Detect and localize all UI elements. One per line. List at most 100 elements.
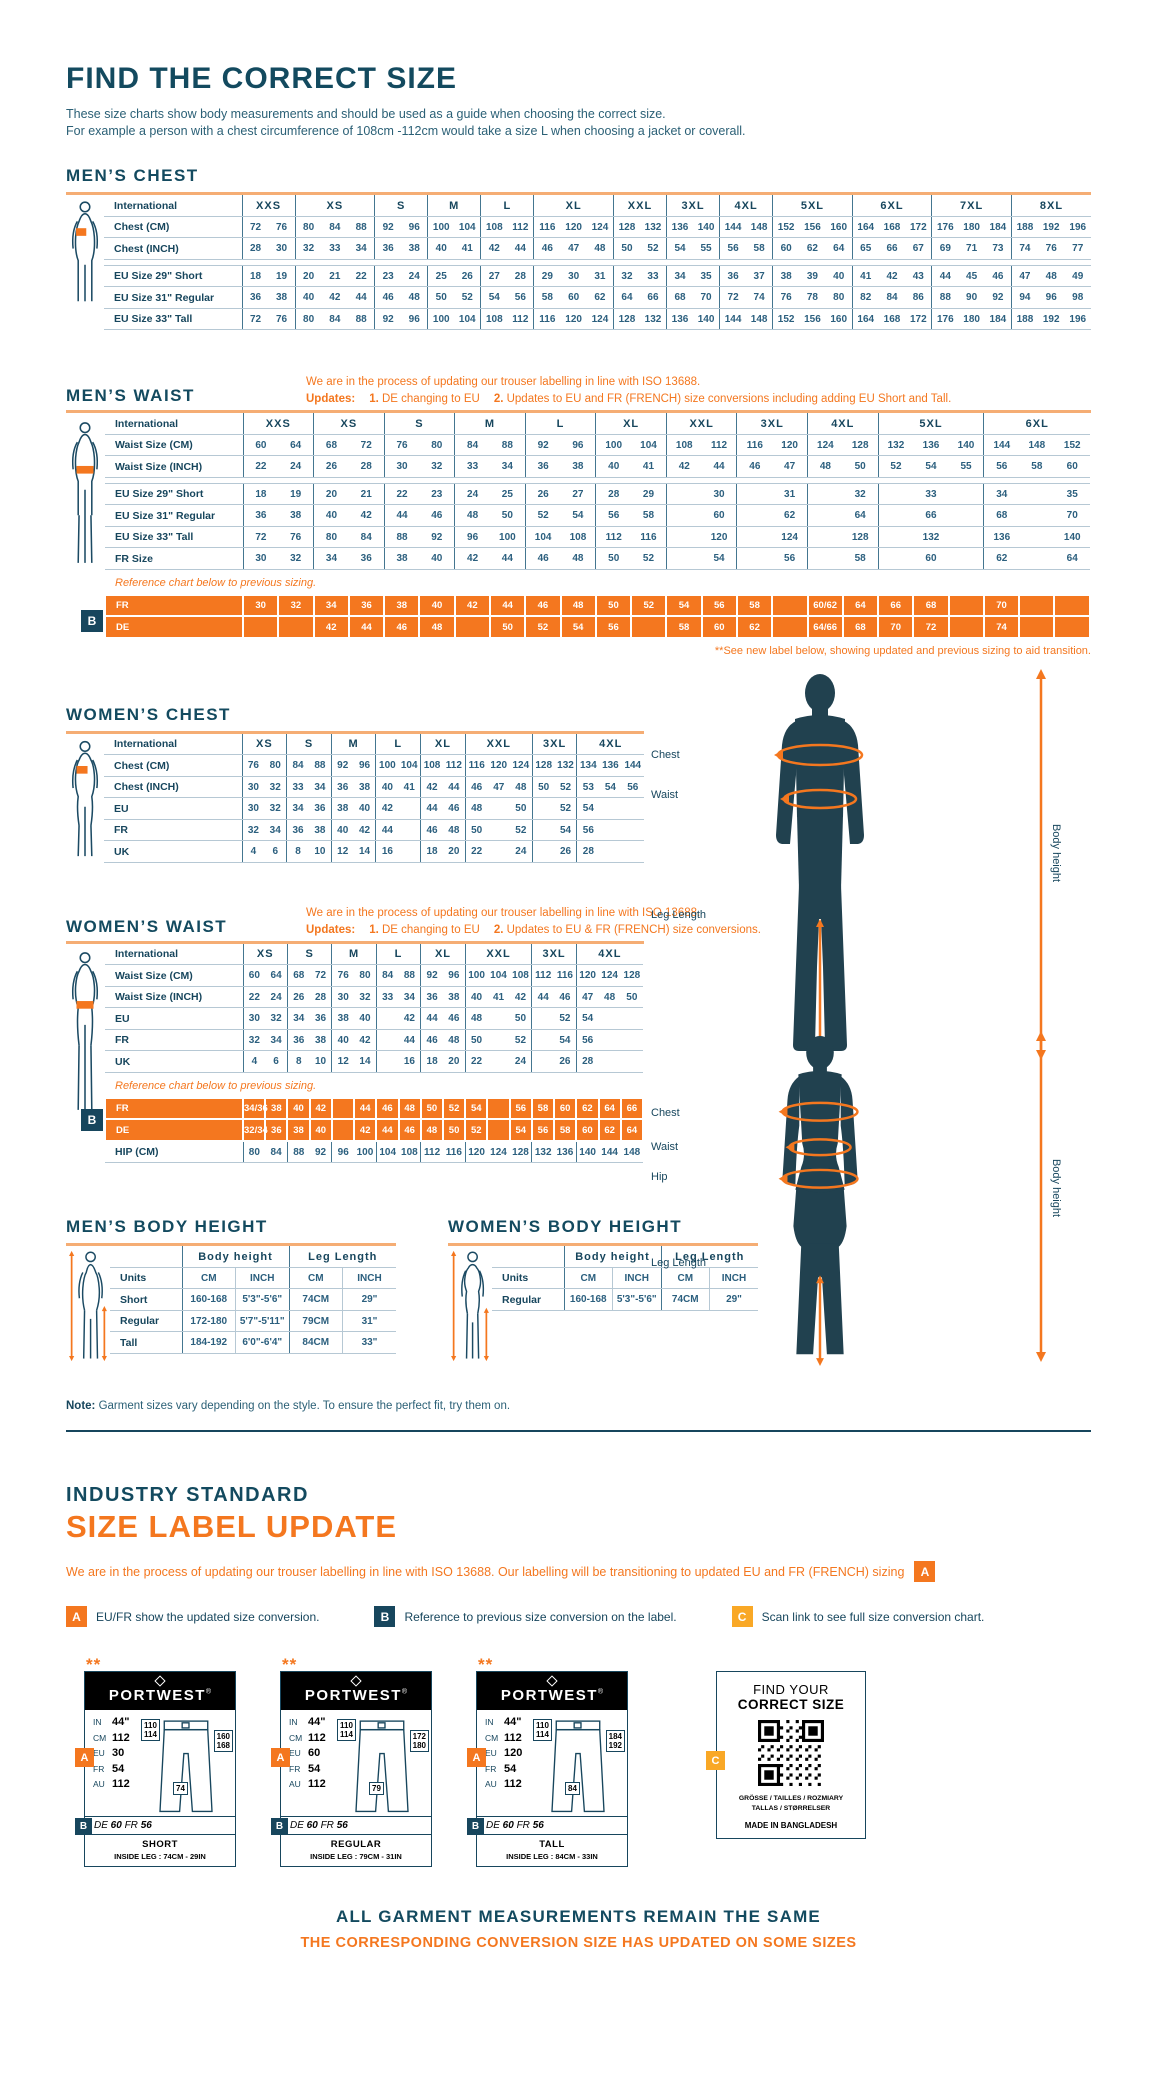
- badge-a: A: [75, 1748, 94, 1767]
- badge-b: B: [75, 1818, 92, 1835]
- chest-label: Chest: [651, 1106, 680, 1119]
- size-label-card: ** PORTWEST® IN 44" CM 112 EU 30 FR 54 AU 112 110 114…: [75, 1655, 236, 1867]
- qr-langs-line2: TALLAS / STØRRELSER: [751, 1805, 831, 1813]
- mens-waist-table: International XXS XS S M L XL XXL 3XL 4XL 5XL 6XL Wa…: [104, 413, 1091, 639]
- table-row: HIP (CM) 80 84 88 92 96 100 104 108 112 116 120 124 1…: [105, 1140, 643, 1163]
- portwest-logo: PORTWEST®: [477, 1672, 627, 1710]
- previous-size-line: DE 60 FR 56: [477, 1816, 627, 1834]
- transition-footnote: **See new label below, showing updated a…: [714, 644, 1091, 657]
- card-caption: REGULAR INSIDE LEG : 79CM - 31IN: [281, 1834, 431, 1866]
- previous-size-line: DE 60 FR 56: [85, 1816, 235, 1834]
- badge-a: A: [914, 1561, 936, 1582]
- garment-note: Note: Garment sizes vary depending on th…: [66, 1400, 511, 1412]
- table-row: International XXS XS S M L XL XXL 3XL 4XL 5XL 6XL 7X…: [104, 195, 1091, 217]
- size-label-update-heading: SIZE LABEL UPDATE: [66, 1509, 398, 1544]
- table-row: Units CM INCH CM INCH: [110, 1267, 396, 1289]
- womens-chest-table: International XS S M L XL XXL 3XL 4XL Chest (CM) 7…: [104, 733, 644, 863]
- womens-waist-section: International XS S M L XL XXL 3XL 4XL Waist Size …: [66, 940, 645, 1163]
- mens-waist-iso-note: We are in the process of updating our tr…: [306, 376, 952, 405]
- body-height-label: Body height: [1049, 824, 1062, 883]
- table-row: EU Size 31" Regular 36 38 40 42 44 46 48 50 52 54 5…: [104, 286, 1091, 309]
- womens-body-height-heading: WOMEN’S BODY HEIGHT: [448, 1217, 683, 1236]
- table-row: Body height Leg Length: [492, 1246, 758, 1268]
- table-row: Reference chart below to previous sizing…: [115, 576, 317, 589]
- table-row: FR 34/36 38 40 42 44 46 48 50 52 54 56 58 60 62 64 66: [104, 1096, 645, 1120]
- figure-panel: Chest Waist Leg Length: [651, 657, 1091, 1413]
- table-row: International XS S M L XL XXL 3XL 4XL: [105, 943, 643, 965]
- size-field: FR 54: [289, 1762, 321, 1775]
- table-row: Waist Size (CM) 60 64 68 72 76 80 84 88 92 96 100 10…: [105, 964, 643, 987]
- table-row: EU Size 33" Tall 72 76 80 84 88 92 96 100 104 108 1…: [105, 526, 1090, 548]
- table-row: DE 32/34 36 38 40 42 44 46 48 50 52 54 56 58 60 62 64: [104, 1118, 645, 1142]
- intro-line-1: These size charts show body measurements…: [66, 107, 666, 121]
- waist-label: Waist: [651, 788, 679, 801]
- section-divider: [66, 1430, 1091, 1432]
- table-row: Chest (INCH) 30 32 33 34 36 38 40 41 42 44 46 47 48 50…: [104, 776, 644, 798]
- table-row: Regular 172-180 5'7"-5'11" 79CM 31": [110, 1310, 396, 1332]
- badge-b: B: [81, 1109, 103, 1131]
- size-fields: IN 44" CM 112 EU 30 FR 54 AU 112: [93, 1716, 145, 1814]
- table-row: EU Size 29" Short 18 19 20 21 22 23 24 25 26 27 28 2…: [105, 483, 1090, 505]
- diamond-icon: [350, 1675, 362, 1687]
- size-label-card: ** PORTWEST® IN 44" CM 112 EU 120 FR 54 AU 112 110 11…: [467, 1655, 628, 1867]
- badge-a: A: [66, 1606, 87, 1627]
- legend-text: EU/FR show the updated size conversion.: [96, 1609, 320, 1624]
- mens-waist-section: International XXS XS S M L XL XXL 3XL 4XL 5XL 6XL Wa…: [66, 410, 1091, 639]
- mens-chest-section: International XXS XS S M L XL XXL 3XL 4XL 5XL 6XL 7X…: [66, 192, 1091, 330]
- leg-measure-box: 79: [369, 1782, 384, 1796]
- mens-body-height-table: Body height Leg Length Units CM INCH CM INCH Sh…: [110, 1246, 396, 1354]
- intro-line-2: For example a person with a chest circum…: [66, 124, 746, 138]
- legend-item: A EU/FR show the updated size conversion.: [66, 1606, 319, 1627]
- table-row: UK 4 6 8 10 12 14 16 18 20 22 24 26 28: [104, 840, 644, 863]
- chest-label: Chest: [651, 748, 680, 761]
- mens-waist-heading: MEN’S WAIST: [66, 386, 195, 405]
- legend-item: B Reference to previous size conversion o…: [374, 1606, 677, 1627]
- badge-a: A: [271, 1748, 290, 1767]
- size-field: EU 60: [289, 1747, 321, 1759]
- trousers-sketch: 110 114 172 180 79: [337, 1716, 429, 1814]
- womens-body-height-table: Body height Leg Length Units CM INCH CM INCH Re…: [492, 1246, 758, 1311]
- table-row: EU 30 32 34 36 38 40 42 44 46 48 50 52 54: [104, 797, 644, 820]
- bottom-line-1: ALL GARMENT MEASUREMENTS REMAIN THE SAME: [336, 1907, 821, 1926]
- card-caption: TALL INSIDE LEG : 84CM - 33IN: [477, 1834, 627, 1866]
- female-chest-icon: [66, 734, 104, 863]
- leg-measure-box: 84: [565, 1782, 580, 1796]
- table-row: International XXS XS S M L XL XXL 3XL 4XL 5XL 6XL: [105, 413, 1090, 435]
- industry-standard-heading: INDUSTRY STANDARD: [66, 1484, 309, 1506]
- size-fields: IN 44" CM 112 EU 60 FR 54 AU 112: [289, 1716, 341, 1814]
- cards-row: ** PORTWEST® IN 44" CM 112 EU 30 FR 54 AU 112 110 114…: [75, 1655, 1091, 1867]
- qr-card-wrap: FIND YOUR CORRECT SIZE GRÖSSE / TAILLES …: [706, 1655, 866, 1840]
- womens-waist-table: International XS S M L XL XXL 3XL 4XL Waist Size …: [104, 943, 645, 1163]
- womens-waist-heading: WOMEN’S WAIST: [66, 916, 228, 936]
- waist-measure-box: 110 114: [533, 1719, 552, 1742]
- made-in-label: MADE IN BANGLADESH: [744, 1821, 838, 1831]
- male-height-icon: [66, 1246, 110, 1362]
- size-field: IN 44": [289, 1716, 326, 1728]
- leg-length-label: Leg Length: [651, 908, 707, 921]
- correct-size-label: CORRECT SIZE: [737, 1697, 845, 1712]
- womens-figure-illustration: Chest Waist Hip Leg Length: [651, 1029, 1091, 1369]
- table-row: EU Size 31" Regular 36 38 40 42 44 46 48 50 52 54 5…: [105, 504, 1090, 527]
- womens-waist-header: WOMEN’S WAIST We are in the process of u…: [66, 891, 766, 939]
- table-row: Short 160-168 5'3"-5'6" 74CM 29": [110, 1288, 396, 1311]
- size-field: AU 112: [289, 1778, 326, 1790]
- table-row: EU Size 33" Tall 72 76 80 84 88 92 96 100 104 108 1…: [104, 308, 1091, 330]
- table-row: FR 30 32 34 36 38 40 42 44 46 48 50 52 54 56 58 60/62 64 6…: [104, 593, 1091, 617]
- find-your-label: FIND YOUR: [753, 1682, 829, 1697]
- bottom-line-2: THE CORRESPONDING CONVERSION SIZE HAS UP…: [300, 1935, 857, 1951]
- table-row: Waist Size (CM) 60 64 68 72 76 80 84 88 92 96 100 10…: [105, 434, 1090, 456]
- badge-c: C: [731, 1606, 753, 1627]
- mens-chest-heading: MEN’S CHEST: [66, 166, 199, 185]
- mens-body-height-heading: MEN’S BODY HEIGHT: [66, 1217, 268, 1236]
- leg-measure-box: 74: [173, 1782, 188, 1796]
- height-measure-box: 184 192: [605, 1730, 625, 1753]
- trousers-sketch: 110 114 184 192 84: [533, 1716, 625, 1814]
- female-height-icon: [448, 1246, 492, 1362]
- badge-b: B: [374, 1606, 396, 1627]
- table-row: EU Size 29" Short 18 19 20 21 22 23 24 25 26 27 28 2…: [104, 265, 1091, 287]
- size-field: IN 44": [485, 1716, 522, 1728]
- stars-marker: **: [478, 1655, 494, 1674]
- womens-body-height-section: WOMEN’S BODY HEIGHT: [448, 1217, 758, 1362]
- body-height-arrow: [1036, 1030, 1046, 1362]
- size-field: AU 112: [485, 1778, 522, 1790]
